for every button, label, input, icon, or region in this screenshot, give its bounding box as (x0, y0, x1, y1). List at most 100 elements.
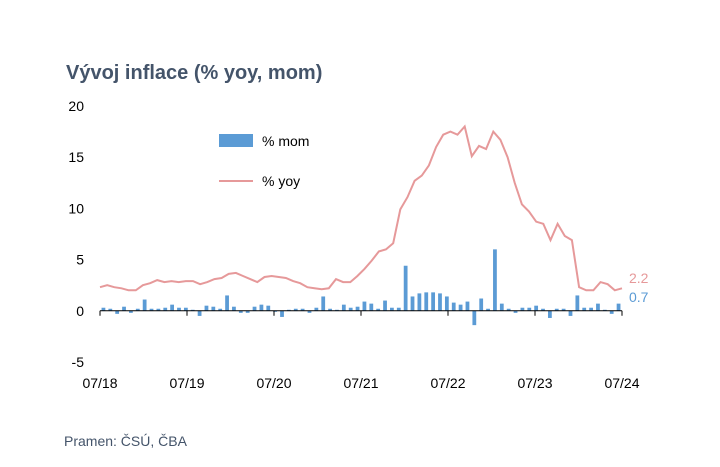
mom-bar (410, 296, 415, 311)
mom-bar (163, 307, 168, 311)
mom-bar (328, 308, 332, 311)
x-tick-label: 07/21 (343, 375, 378, 391)
mom-bar (396, 307, 401, 311)
mom-bar (314, 307, 319, 311)
mom-bar (431, 292, 436, 311)
mom-bar (348, 307, 353, 311)
mom-bar (616, 303, 621, 311)
mom-bar (596, 303, 600, 311)
mom-bar (149, 308, 154, 311)
mom-bar (534, 305, 539, 311)
mom-bar (424, 292, 429, 311)
mom-bar (541, 308, 545, 311)
x-tick-label: 07/19 (169, 375, 204, 391)
mom-bar (513, 310, 518, 313)
mom-bar (472, 310, 477, 326)
x-tick-label: 07/24 (604, 375, 639, 391)
mom-bar (135, 308, 140, 311)
mom-bar (232, 306, 236, 311)
y-tick-label: 20 (68, 98, 84, 114)
mom-bar (383, 300, 387, 311)
yoy-line (99, 124, 623, 292)
mom-bar (582, 307, 587, 311)
mom-bar (554, 308, 559, 311)
y-tick-label: -5 (72, 354, 85, 370)
mom-bar (444, 296, 449, 311)
mom-bar (527, 307, 532, 311)
mom-bar (465, 301, 470, 311)
mom-bar (266, 305, 271, 311)
mom-bar (355, 306, 360, 311)
mom-bar (218, 308, 223, 311)
mom-bar (245, 310, 250, 313)
mom-bar (156, 308, 161, 311)
mom-bar (341, 304, 346, 311)
mom-bar (101, 307, 106, 311)
mom-bar (293, 308, 298, 311)
mom-bar (273, 310, 278, 312)
mom-bar (438, 293, 442, 311)
mom-bar (259, 304, 264, 311)
mom-bar (561, 308, 566, 311)
mom-bar (493, 249, 497, 311)
yoy-end-label: 2.2 (629, 270, 649, 286)
y-tick-label: 10 (68, 200, 84, 216)
mom-bar (609, 310, 614, 314)
mom-bar (362, 301, 367, 311)
mom-bar (252, 306, 257, 311)
x-tick-label: 07/23 (517, 375, 552, 391)
mom-bar (321, 296, 326, 311)
mom-bar (506, 308, 511, 311)
mom-bar (451, 302, 456, 311)
mom-bar (142, 299, 147, 311)
mom-bar (225, 295, 229, 311)
mom-bar (520, 307, 525, 311)
x-tick-label: 07/18 (82, 375, 117, 391)
x-tick-label: 07/22 (430, 375, 465, 391)
mom-bar (369, 303, 374, 311)
mom-bar (177, 307, 181, 311)
mom-bar (129, 310, 133, 313)
mom-bar (390, 307, 394, 311)
x-tick-label: 07/20 (256, 375, 291, 391)
mom-bar (300, 308, 305, 311)
y-tick-label: 5 (76, 252, 84, 268)
mom-bar (479, 298, 484, 311)
mom-bar (108, 308, 113, 311)
mom-bar (458, 304, 463, 311)
mom-bar (238, 310, 243, 313)
mom-bar (376, 308, 381, 311)
mom-bar (122, 306, 126, 311)
mom-bar (280, 310, 284, 317)
mom-bar (204, 305, 209, 311)
mom-bar (170, 304, 175, 311)
y-axis-ticks: 20 15 10 5 0 -5 (68, 98, 84, 370)
mom-bar (115, 310, 120, 314)
mom-bar (197, 310, 202, 316)
y-tick-label: 15 (68, 149, 84, 165)
legend: % mom % yoy (219, 133, 309, 189)
mom-bar (568, 310, 573, 316)
mom-bar (417, 293, 422, 311)
x-axis-ticks: 07/18 07/19 07/20 07/21 07/22 07/23 07/24 (82, 310, 640, 391)
y-tick-label: 0 (76, 303, 84, 319)
mom-bar (307, 310, 312, 313)
mom-bar (575, 295, 580, 311)
mom-bars (101, 249, 621, 326)
legend-mom-swatch (219, 134, 253, 147)
mom-bar (183, 307, 188, 311)
mom-bar (335, 309, 339, 311)
mom-bar (547, 310, 552, 318)
mom-bar (499, 303, 504, 311)
mom-bar (211, 306, 216, 311)
legend-yoy-label: % yoy (262, 173, 300, 189)
mom-bar (190, 309, 195, 311)
mom-bar (486, 308, 490, 311)
legend-mom-label: % mom (262, 133, 309, 149)
mom-bar (589, 307, 593, 311)
mom-bar (602, 309, 607, 311)
chart-title: Vývoj inflace (% yoy, mom) (66, 62, 323, 84)
mom-bar (286, 309, 291, 311)
mom-end-label: 0.7 (629, 289, 649, 305)
